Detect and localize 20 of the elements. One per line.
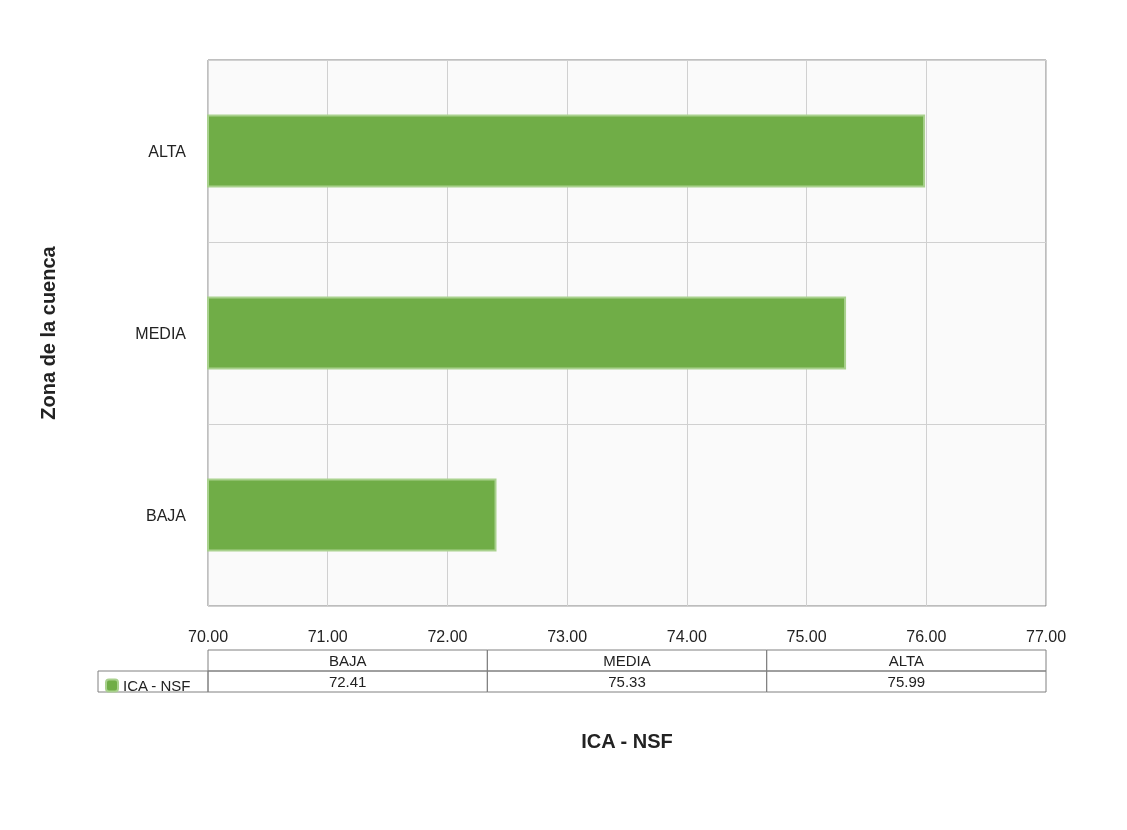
category-label: BAJA: [328, 652, 367, 669]
x-axis-title: ICA - NSF: [581, 730, 673, 752]
x-tick-label: 70.00: [187, 627, 229, 645]
x-tick-label: 75.00: [786, 627, 827, 645]
text: 75.99: [887, 673, 926, 690]
y-tick-label: MEDIA: [135, 324, 187, 342]
category-label: ALTA: [888, 652, 924, 669]
text: 75.33: [608, 673, 646, 690]
text: 72.41: [328, 673, 367, 690]
x-tick-label: 76.00: [906, 627, 947, 645]
x-tick-label: 77.00: [1025, 627, 1067, 645]
category-label: MEDIA: [603, 652, 651, 669]
y-axis-title: Zona de la cuenca: [37, 245, 59, 420]
y-tick-label: ALTA: [148, 142, 187, 160]
x-tick-label: 73.00: [547, 627, 588, 645]
legend-label: ICA - NSF: [123, 677, 191, 694]
x-tick-label: 71.00: [307, 627, 348, 645]
x-tick-label: 74.00: [666, 627, 707, 645]
x-tick-label: 72.00: [427, 627, 468, 645]
y-tick-label: BAJA: [145, 506, 187, 524]
